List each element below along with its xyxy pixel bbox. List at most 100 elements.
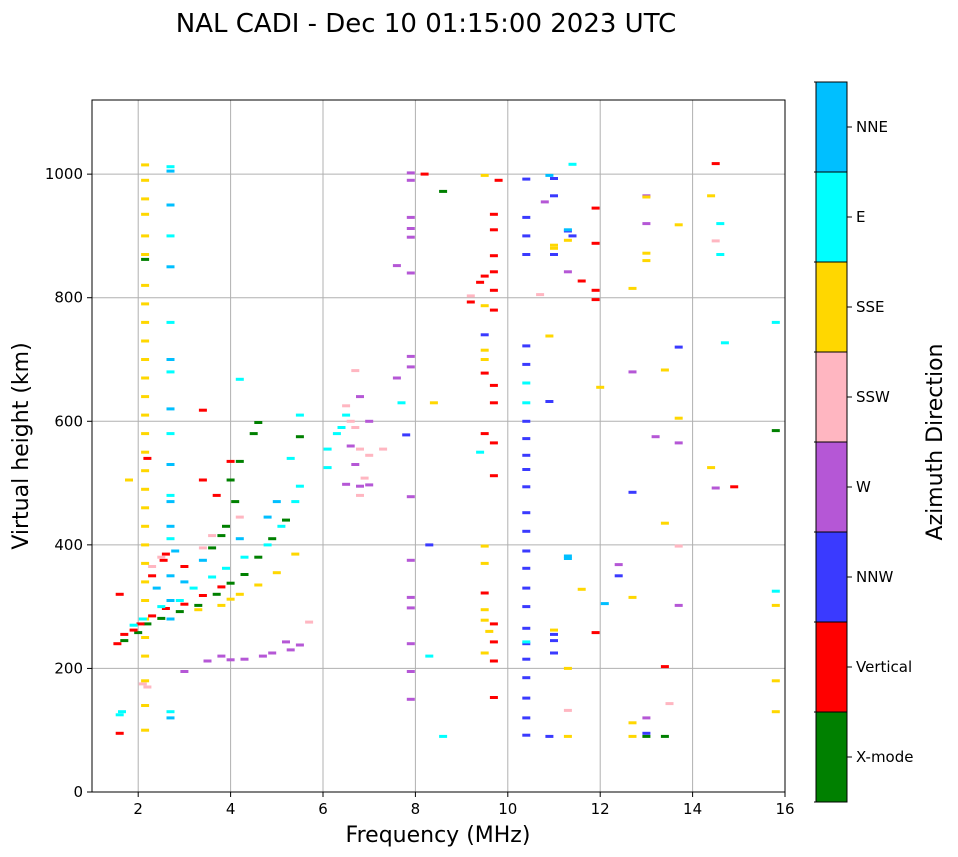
data-point-ssw: [466, 294, 475, 298]
data-point-nnw: [522, 419, 531, 423]
data-point-nne: [166, 463, 175, 466]
data-point-vertical: [180, 602, 189, 606]
data-point-nnw: [674, 345, 683, 349]
data-point-w: [406, 215, 415, 219]
data-point-ssw: [346, 419, 355, 423]
data-point-e: [235, 377, 244, 381]
data-point-sse: [141, 234, 150, 238]
data-point-w: [240, 657, 249, 661]
data-point-ssw: [235, 515, 244, 519]
data-point-ssw: [674, 544, 683, 548]
data-point-vertical: [198, 478, 207, 482]
data-point-nnw: [522, 215, 531, 219]
data-point-sse: [194, 608, 203, 612]
data-point-vertical: [591, 631, 600, 635]
data-point-ssw: [536, 293, 545, 297]
data-point-nnw: [522, 733, 531, 737]
data-point-vertical: [148, 614, 157, 618]
data-point-e: [323, 466, 332, 470]
data-point-sse: [550, 246, 558, 250]
data-point-sse: [235, 592, 244, 596]
colorbar-frame: [815, 81, 848, 803]
data-point-vertical: [489, 474, 498, 478]
data-point-nnw: [545, 400, 554, 403]
data-point-sse: [141, 580, 150, 584]
data-point-nnw: [522, 657, 531, 661]
data-point-sse: [254, 583, 263, 587]
data-point-e: [771, 320, 780, 324]
data-point-w: [642, 222, 651, 226]
data-point-sse: [141, 506, 150, 510]
data-point-e: [476, 450, 485, 454]
data-point-e: [166, 165, 175, 169]
x-tick-label: 14: [683, 800, 702, 818]
data-point-sse: [141, 543, 150, 547]
data-point-w: [651, 435, 660, 439]
data-point-sse: [480, 173, 489, 177]
data-point-ssw: [360, 476, 369, 480]
x-tick-label: 10: [498, 800, 517, 818]
data-point-vertical: [476, 280, 485, 284]
x-axis-ticks: 2 4 6 8 10 12 14 16: [133, 792, 795, 818]
data-point-nnw: [522, 253, 531, 256]
data-point-vertical: [115, 731, 124, 735]
data-point-nnw: [522, 566, 531, 570]
data-point-vertical: [113, 642, 122, 646]
data-point-sse: [485, 629, 494, 633]
data-point-vertical: [198, 594, 207, 597]
data-point-nnw: [550, 651, 558, 655]
data-point-nnw: [522, 642, 531, 646]
data-point-x-mode: [226, 581, 235, 585]
data-point-sse: [480, 618, 489, 622]
data-points: [113, 162, 780, 738]
data-point-x-mode: [231, 500, 240, 504]
data-point-e: [716, 253, 725, 256]
data-point-e: [522, 640, 531, 644]
colorbar-segment: [816, 172, 847, 262]
data-point-nne: [166, 599, 175, 602]
data-point-e: [332, 432, 341, 436]
data-point-vertical: [591, 241, 600, 245]
data-point-sse: [141, 450, 150, 454]
data-point-x-mode: [194, 603, 203, 607]
data-point-e: [337, 426, 346, 429]
data-point-sse: [480, 348, 489, 352]
data-point-ssw: [342, 404, 351, 408]
data-point-nnw: [550, 177, 558, 180]
data-point-sse: [660, 368, 669, 372]
data-point-vertical: [489, 401, 498, 405]
colorbar-segment: [816, 712, 847, 802]
data-point-sse: [141, 339, 150, 343]
data-point-sse: [141, 561, 150, 565]
data-point-ssw: [711, 239, 720, 243]
data-point-vertical: [660, 665, 669, 669]
data-point-nne: [166, 169, 175, 173]
data-point-e: [138, 617, 147, 621]
data-point-vertical: [591, 206, 600, 210]
data-point-e: [175, 599, 184, 602]
data-point-w: [711, 486, 720, 490]
x-tick-label: 2: [133, 800, 143, 818]
data-point-e: [568, 162, 577, 166]
data-point-w: [346, 444, 355, 448]
data-point-e: [129, 623, 138, 627]
y-tick-label: 800: [54, 289, 83, 307]
data-point-w: [406, 606, 415, 610]
data-point-e: [286, 456, 295, 460]
data-point-sse: [141, 283, 150, 287]
data-point-sse: [596, 385, 605, 389]
data-point-sse: [628, 595, 637, 599]
data-point-w: [365, 419, 374, 423]
data-point-sse: [674, 223, 683, 227]
colorbar-segment: [816, 82, 847, 172]
data-point-w: [342, 482, 351, 486]
data-point-vertical: [217, 585, 226, 589]
data-point-sse: [141, 432, 150, 436]
data-point-nnw: [550, 194, 558, 198]
data-point-e: [166, 320, 175, 324]
data-point-sse: [707, 194, 716, 198]
data-point-vertical: [480, 591, 489, 595]
data-point-w: [642, 716, 651, 720]
data-point-ssw: [208, 534, 217, 538]
data-point-w: [674, 441, 683, 445]
